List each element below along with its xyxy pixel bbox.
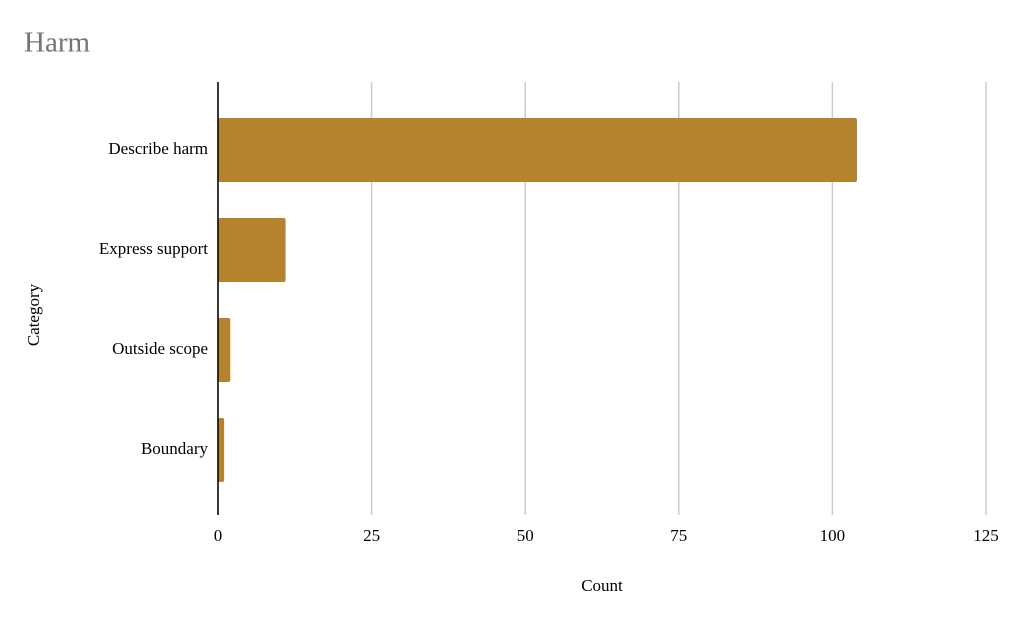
bar (218, 318, 231, 382)
bar (218, 118, 857, 182)
y-tick-label: Express support (99, 239, 208, 258)
x-tick-label: 125 (973, 526, 999, 545)
x-tick-label: 0 (214, 526, 223, 545)
x-tick-label: 75 (670, 526, 687, 545)
bar (218, 418, 225, 482)
y-tick-label: Describe harm (108, 139, 208, 158)
x-tick-label: 50 (517, 526, 534, 545)
chart-title: Harm (24, 27, 90, 59)
x-tick-label: 100 (820, 526, 846, 545)
y-axis-title: Category (24, 283, 43, 346)
y-tick-label: Outside scope (112, 339, 208, 358)
bar (218, 218, 286, 282)
y-tick-label: Boundary (141, 439, 209, 458)
x-tick-label: 25 (363, 526, 380, 545)
x-axis-title: Count (581, 576, 623, 595)
